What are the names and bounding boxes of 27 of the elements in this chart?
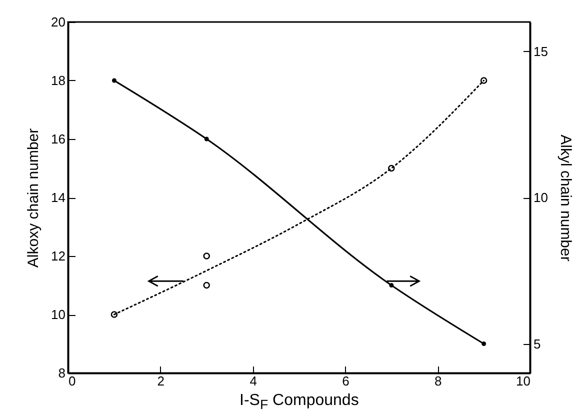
point <box>203 282 210 289</box>
x-axis-title: I-S$_{F}$ Compounds <box>240 392 359 412</box>
y-tick-label: 18 <box>51 73 66 88</box>
y-axis-title: Alkoxy chain number <box>25 128 42 268</box>
y-tick-label: 14 <box>51 190 66 205</box>
point <box>480 77 488 84</box>
y2-tick-label: 5 <box>534 336 541 352</box>
point <box>482 342 486 346</box>
y2-axis-title: Alkyl chain number <box>556 134 574 262</box>
x-tick-label: 8 <box>434 374 442 388</box>
y-tick-label: 16 <box>51 132 66 146</box>
y-tick-label: 12 <box>51 248 66 264</box>
point <box>110 311 118 318</box>
x-tick-label: 6 <box>342 374 350 388</box>
y2-tick-label: 10 <box>534 190 548 205</box>
x-tick-label: 10 <box>516 374 530 388</box>
point <box>388 164 395 172</box>
x-tick-label: 4 <box>250 374 257 388</box>
y2-tick-label: 15 <box>534 44 548 59</box>
y-tick-label: 10 <box>51 307 66 322</box>
point <box>204 136 209 142</box>
y-tick-label: 20 <box>51 14 66 30</box>
x-tick-label: 2 <box>157 374 165 388</box>
point <box>389 283 394 288</box>
x-tick-label: 0 <box>68 374 76 388</box>
point <box>203 252 210 260</box>
point <box>112 78 116 83</box>
